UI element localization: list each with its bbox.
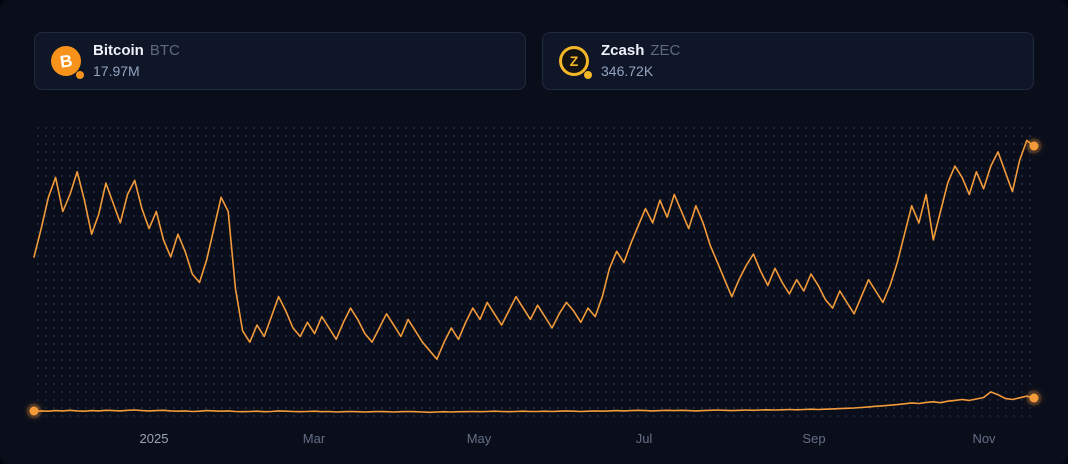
coin-name: Zcash	[601, 42, 645, 60]
zcash-card[interactable]: Z Zcash ZEC 346.72K	[542, 32, 1034, 90]
coin-symbol: ZEC	[650, 42, 681, 60]
bitcoin-icon: B	[51, 46, 84, 79]
coin-value: 17.97M	[93, 62, 140, 79]
x-axis-label: Jul	[635, 431, 653, 446]
bitcoin-glyph: B	[58, 50, 74, 72]
coin-name: Bitcoin	[93, 42, 144, 60]
price-chart[interactable]	[29, 124, 1039, 419]
x-axis: 2025 Mar May Jul Sep Nov	[34, 419, 1034, 463]
bitcoin-card-text: Bitcoin BTC 17.97M	[93, 43, 180, 79]
chart-canvas	[34, 124, 1034, 419]
x-axis-label: Mar	[302, 431, 326, 446]
x-axis-label: 2025	[139, 431, 169, 446]
bitcoin-card[interactable]: B Bitcoin BTC 17.97M	[34, 32, 526, 90]
zcash-line	[34, 392, 1034, 412]
bitcoin-accent-dot	[76, 71, 84, 79]
coin-symbol: BTC	[149, 42, 180, 60]
zcash-card-text: Zcash ZEC 346.72K	[601, 43, 680, 79]
x-axis-label: Sep	[802, 431, 826, 446]
bitcoin-line	[34, 141, 1034, 360]
zcash-accent-dot	[584, 71, 592, 79]
coin-value: 346.72K	[601, 62, 654, 79]
x-axis-label: May	[466, 431, 492, 446]
x-axis-label: Nov	[972, 431, 996, 446]
zcash-icon: Z	[559, 46, 592, 79]
coin-cards-row: B Bitcoin BTC 17.97M Z Zcash	[0, 0, 1068, 90]
zcash-icon-inner: Z	[562, 49, 586, 73]
chart-vignette	[34, 124, 1034, 419]
zcash-glyph: Z	[569, 53, 579, 69]
